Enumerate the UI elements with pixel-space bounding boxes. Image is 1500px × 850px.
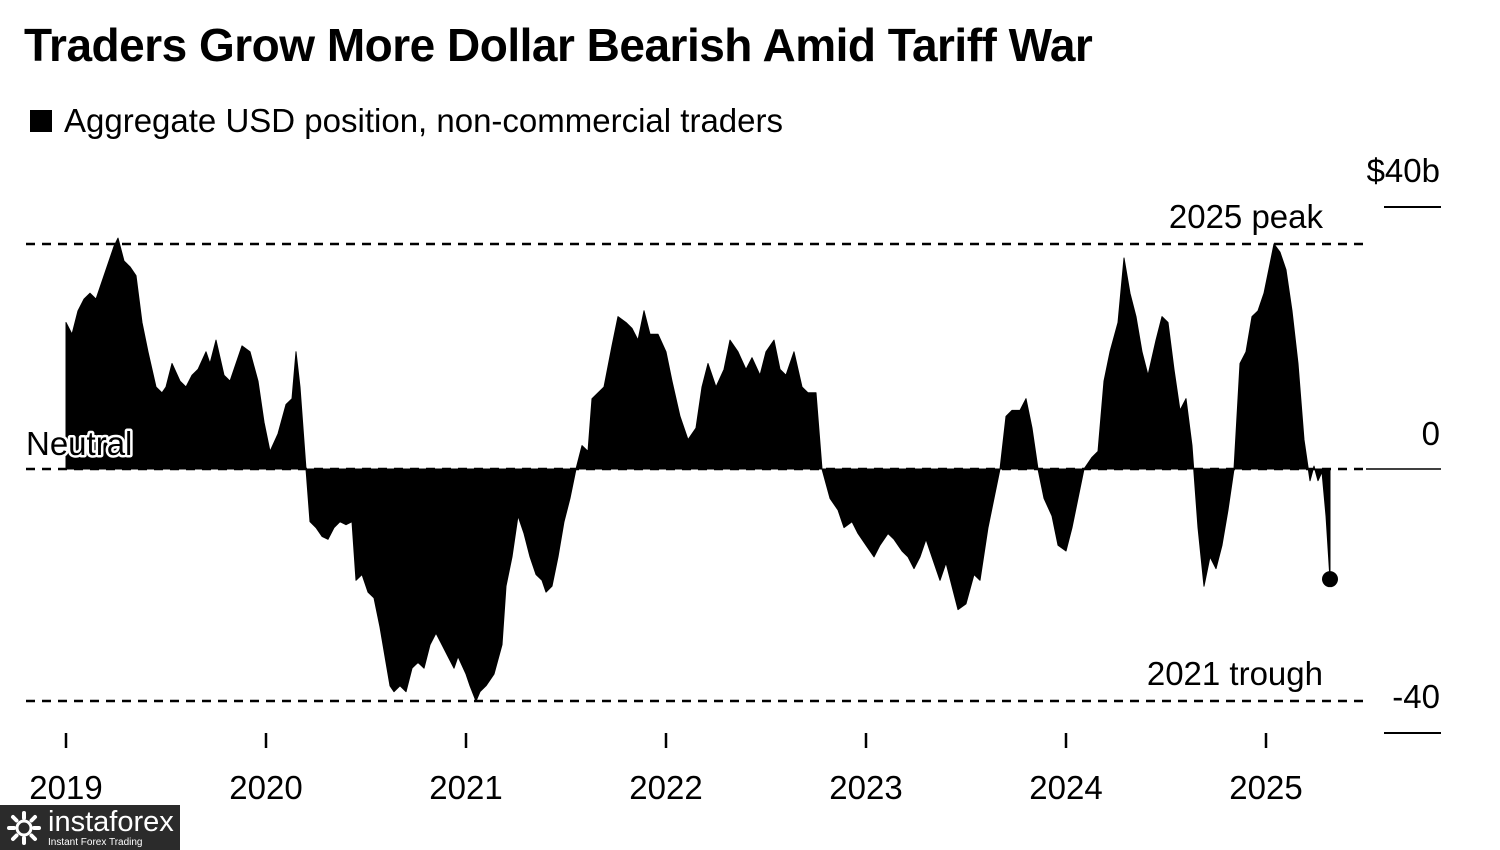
watermark: instaforex Instant Forex Trading xyxy=(0,805,180,850)
chart-title: Traders Grow More Dollar Bearish Amid Ta… xyxy=(24,19,1093,71)
reference-line-label: Neutral xyxy=(26,425,132,462)
x-tick-label: 2020 xyxy=(229,769,302,806)
legend-swatch xyxy=(30,110,52,132)
legend-label: Aggregate USD position, non-commercial t… xyxy=(64,102,783,139)
y-tick-label: -40 xyxy=(1392,678,1440,715)
series-area xyxy=(65,237,1331,702)
latest-value-marker xyxy=(1322,571,1338,588)
x-tick-label: 2022 xyxy=(629,769,702,806)
x-tick-label: 2025 xyxy=(1229,769,1302,806)
x-tick-label: 2023 xyxy=(829,769,902,806)
x-tick-label: 2024 xyxy=(1029,769,1102,806)
x-tick-label: 2019 xyxy=(29,769,102,806)
reference-line-label: 2021 trough xyxy=(1147,655,1323,692)
reference-line-label: 2025 peak xyxy=(1169,198,1324,235)
legend: Aggregate USD position, non-commercial t… xyxy=(30,102,783,140)
x-tick-label: 2021 xyxy=(429,769,502,806)
watermark-tagline: Instant Forex Trading xyxy=(48,836,143,848)
y-tick-label: $40b xyxy=(1367,152,1440,189)
watermark-brand: instaforex xyxy=(48,805,174,838)
instaforex-logo-icon xyxy=(7,810,41,845)
y-tick-label: 0 xyxy=(1422,415,1440,452)
